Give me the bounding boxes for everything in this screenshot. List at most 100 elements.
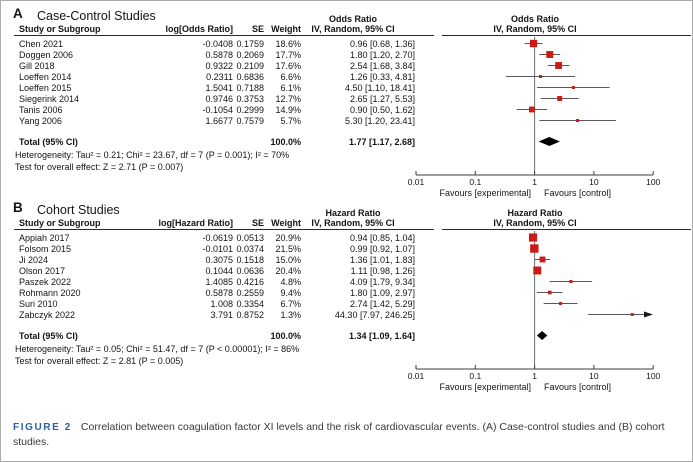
panel-cohort-studies: B Cohort Studies Hazard Ratio Study or Subg… xyxy=(1,201,693,401)
study-name: Loeffen 2014 xyxy=(19,72,72,82)
plot-effect-header: Hazard Ratio xyxy=(507,208,563,218)
forest-plot: 0.01 0.1 1 10 100 xyxy=(408,231,661,381)
favours-experimental-label: Favours [experimental] xyxy=(439,188,531,198)
figure-caption-label: FIGURE 2 xyxy=(13,422,72,433)
study-ci: 1.26 [0.33, 4.81] xyxy=(349,72,415,82)
study-name: Siegerink 2014 xyxy=(19,94,80,104)
study-log: 3.791 xyxy=(210,310,233,320)
total-weight: 100.0% xyxy=(270,137,301,147)
col-header-weight: Weight xyxy=(271,24,301,34)
study-se: 0.3753 xyxy=(236,94,264,104)
plot-model-header: IV, Random, 95% CI xyxy=(493,24,577,34)
study-se: 0.2999 xyxy=(236,105,264,115)
axis-tick-label: 0.1 xyxy=(469,371,481,381)
axis-tick-label: 10 xyxy=(589,371,599,381)
table-header-rule xyxy=(14,229,434,230)
study-ci: 44.30 [7.97, 246.25] xyxy=(334,310,415,320)
study-log: -0.0101 xyxy=(202,244,233,254)
heterogeneity-text: Heterogeneity: Tau² = 0.21; Chi² = 23.67… xyxy=(15,150,290,160)
study-ci: 2.74 [1.42, 5.29] xyxy=(349,299,415,309)
study-weight: 9.4% xyxy=(280,288,301,298)
study-log: -0.0408 xyxy=(202,39,233,49)
study-se: 0.0636 xyxy=(236,266,264,276)
study-ci: 1.80 [1.20, 2.70] xyxy=(349,50,415,60)
study-name: Folsom 2015 xyxy=(19,244,72,254)
effect-square xyxy=(529,39,538,48)
axis-tick-label: 0.01 xyxy=(408,177,425,187)
effect-square xyxy=(539,256,546,263)
col-header-log: log[Hazard Ratio] xyxy=(158,218,233,228)
study-name: Yang 2006 xyxy=(19,116,62,126)
overall-effect-text: Test for overall effect: Z = 2.81 (P = 0… xyxy=(15,356,184,366)
axis-tick-label: 0.1 xyxy=(469,177,481,187)
stats-effect-header: Hazard Ratio xyxy=(325,208,381,218)
study-se: 0.2559 xyxy=(236,288,264,298)
study-weight: 6.1% xyxy=(280,83,301,93)
panel-title: Cohort Studies xyxy=(37,203,120,217)
study-log: 0.9746 xyxy=(205,94,233,104)
col-header-ci: IV, Random, 95% CI xyxy=(311,218,395,228)
study-weight: 15.0% xyxy=(275,255,301,265)
study-ci: 4.50 [1.10, 18.41] xyxy=(344,83,415,93)
plot-header-rule xyxy=(442,229,691,230)
study-log: 0.2311 xyxy=(206,72,233,82)
axis-tick-label: 100 xyxy=(646,177,660,187)
study-weight: 12.7% xyxy=(275,94,301,104)
axis-tick-label: 1 xyxy=(532,177,537,187)
stats-effect-header: Odds Ratio xyxy=(328,14,377,24)
plot-header-rule xyxy=(442,35,691,36)
study-weight: 6.7% xyxy=(280,299,301,309)
table-header-rule xyxy=(14,35,434,36)
total-diamond xyxy=(538,137,560,146)
study-weight: 4.8% xyxy=(280,277,301,287)
study-ci: 5.30 [1.20, 23.41] xyxy=(344,116,415,126)
col-header-log: log[Odds Ratio] xyxy=(165,24,234,34)
total-ci: 1.34 [1.09, 1.64] xyxy=(348,331,415,341)
study-weight: 20.9% xyxy=(275,233,301,243)
study-weight: 18.6% xyxy=(275,39,301,49)
col-header-se: SE xyxy=(251,218,264,228)
panel-title: Case-Control Studies xyxy=(37,9,156,23)
study-log: -0.1054 xyxy=(202,105,233,115)
panel-case-control-studies: A Case-Control Studies Odds Ratio Study or … xyxy=(1,6,693,207)
total-diamond xyxy=(536,331,548,340)
effect-square xyxy=(530,244,539,253)
study-log: 1.5041 xyxy=(205,83,233,93)
effect-square xyxy=(571,86,575,89)
study-log: 1.008 xyxy=(210,299,233,309)
axis-tick-label: 10 xyxy=(589,177,599,187)
col-header-study: Study or Subgroup xyxy=(19,218,101,228)
effect-square xyxy=(546,51,554,58)
effect-square xyxy=(533,266,542,275)
study-ci: 2.65 [1.27, 5.53] xyxy=(349,94,415,104)
study-ci: 0.90 [0.50, 1.62] xyxy=(349,105,415,115)
study-name: Gill 2018 xyxy=(19,61,55,71)
panel-label: A xyxy=(13,6,23,21)
study-log: 0.5878 xyxy=(205,288,233,298)
figure-caption: FIGURE 2 Correlation between coagulation … xyxy=(13,420,687,450)
study-weight: 21.5% xyxy=(275,244,301,254)
study-se: 0.7188 xyxy=(236,83,264,93)
study-name: Paszek 2022 xyxy=(19,277,72,287)
total-label: Total (95% CI) xyxy=(19,137,78,147)
study-log: 0.1044 xyxy=(205,266,233,276)
study-log: 0.5878 xyxy=(205,50,233,60)
overall-effect-text: Test for overall effect: Z = 2.71 (P = 0… xyxy=(15,162,184,172)
favours-experimental-label: Favours [experimental] xyxy=(439,382,531,392)
ci-arrowhead xyxy=(644,311,653,318)
study-name: Olson 2017 xyxy=(19,266,66,276)
study-weight: 6.6% xyxy=(280,72,301,82)
study-weight: 20.4% xyxy=(275,266,301,276)
study-ci: 0.99 [0.92, 1.07] xyxy=(349,244,415,254)
effect-square xyxy=(576,119,580,122)
col-header-weight: Weight xyxy=(271,218,301,228)
favours-control-label: Favours [control] xyxy=(544,188,612,198)
study-name: Appiah 2017 xyxy=(19,233,70,243)
study-se: 0.6836 xyxy=(236,72,264,82)
study-log: -0.0619 xyxy=(202,233,233,243)
axis-tick-label: 100 xyxy=(646,371,660,381)
effect-square xyxy=(559,302,563,305)
study-weight: 5.7% xyxy=(280,116,301,126)
effect-square xyxy=(569,280,573,283)
